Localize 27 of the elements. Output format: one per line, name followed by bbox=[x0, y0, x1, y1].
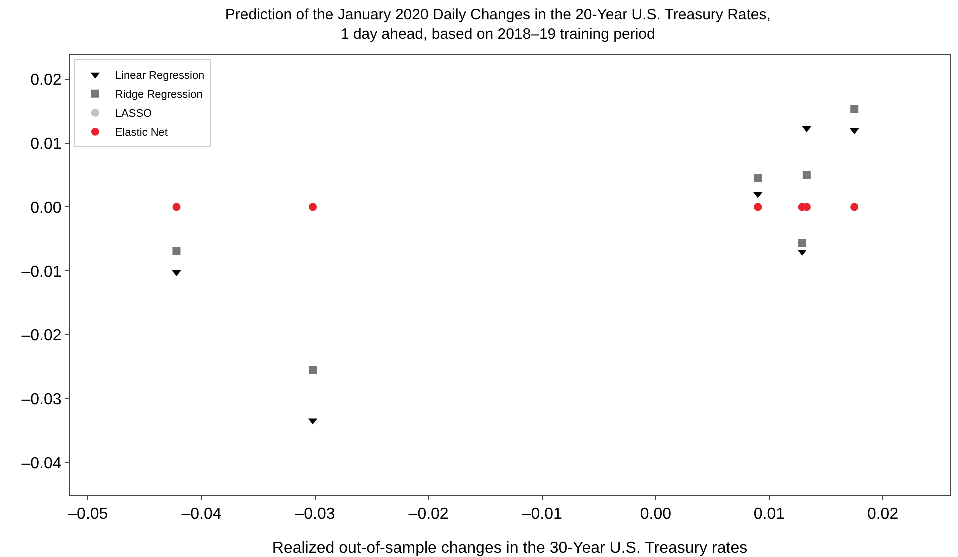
point bbox=[172, 247, 181, 256]
x-tick-label: –0.04 bbox=[182, 506, 222, 524]
y-tick-label: 0.02 bbox=[30, 72, 62, 89]
x-axis-title: Realized out-of-sample changes in the 30-Year U.S. Treasury rates bbox=[272, 540, 748, 557]
chart-title: Prediction of the January 2020 Daily Changes in the 20-Year U.S. Treasury Rates, 1 day ahead, based on 2018–19 training period bbox=[225, 6, 771, 43]
point bbox=[802, 171, 811, 180]
legend-label: Ridge Regression bbox=[115, 89, 203, 102]
point bbox=[850, 105, 859, 114]
y-tick-label: 0.01 bbox=[30, 136, 62, 153]
x-tick-label: –0.03 bbox=[295, 506, 336, 524]
x-tick-label: –0.01 bbox=[522, 506, 562, 524]
x-tick-label: 0.01 bbox=[754, 506, 786, 524]
y-tick-label: –0.03 bbox=[22, 392, 62, 409]
x-tick-label: –0.05 bbox=[68, 506, 108, 524]
y-tick-label: –0.01 bbox=[22, 264, 62, 281]
y-tick-label: –0.04 bbox=[22, 456, 62, 473]
y-tick-label: –0.02 bbox=[22, 328, 62, 345]
legend-label: LASSO bbox=[115, 108, 153, 120]
x-tick-label: 0.02 bbox=[867, 506, 899, 524]
point bbox=[754, 174, 762, 182]
point bbox=[798, 239, 806, 248]
x-tick-label: 0.00 bbox=[640, 506, 672, 524]
legend-label: Elastic Net bbox=[115, 127, 168, 140]
legend-label: Linear Regression bbox=[115, 70, 205, 82]
x-tick-label: –0.02 bbox=[408, 506, 449, 524]
point bbox=[308, 366, 317, 374]
y-tick-label: 0.00 bbox=[30, 200, 62, 217]
